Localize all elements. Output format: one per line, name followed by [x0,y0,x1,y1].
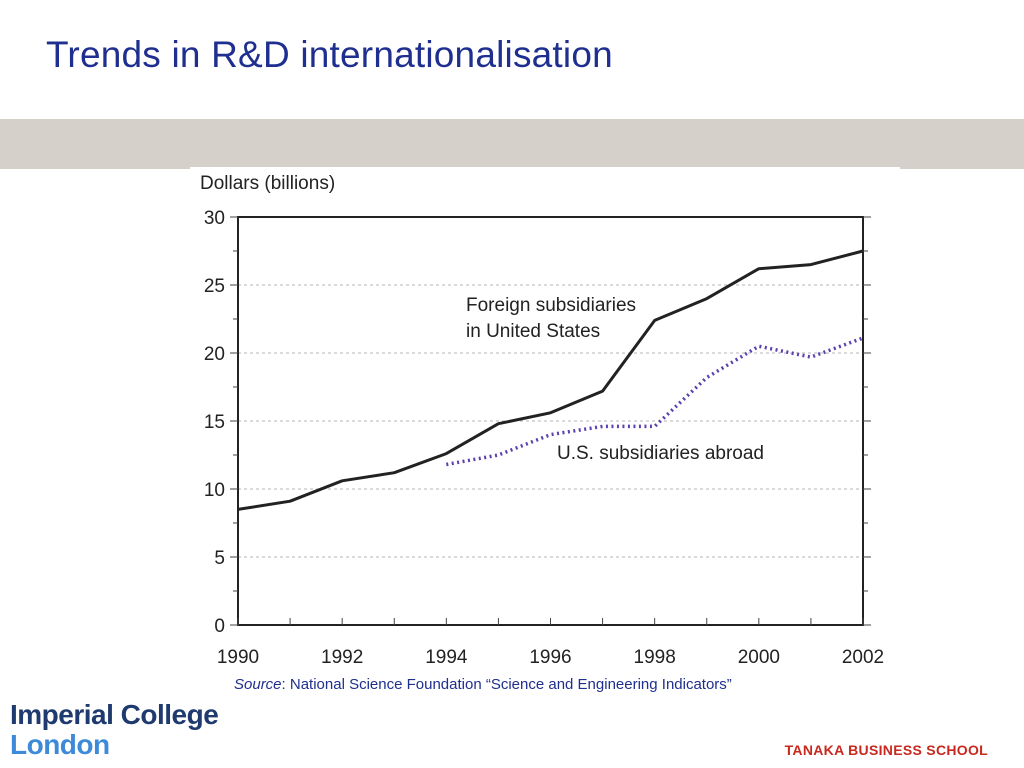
series-line-foreign-subsidiaries [237,249,864,511]
imperial-logo-line2: London [10,729,110,760]
tick-layer: 0 5 10 15 20 25 30 1990 1992 1994 1996 1998 2000 2002 [204,208,884,668]
series-label-foreign-line1: Foreign subsidiaries [466,295,636,316]
source-text: : National Science Foundation “Science a… [281,676,732,693]
source-note: Source: National Science Foundation “Sci… [234,676,732,693]
x-tick-label: 1998 [634,647,676,668]
x-tick-label: 2002 [842,647,884,668]
x-tick-label: 1990 [217,647,259,668]
x-tick-label: 1994 [425,647,468,668]
source-label: Source [234,676,282,693]
line-chart: Dollars (billions) 0 5 10 15 20 25 30 1990 1992 1… [200,173,884,668]
y-tick-label: 5 [214,548,225,569]
x-tick-label: 2000 [738,647,780,668]
series-layer [237,249,864,511]
y-axis-title: Dollars (billions) [200,173,335,194]
y-tick-label: 0 [214,616,225,637]
y-tick-label: 30 [204,208,225,229]
x-tick-label: 1992 [321,647,363,668]
series-label-us: U.S. subsidiaries abroad [557,443,764,464]
chart-container: Dollars (billions) 0 5 10 15 20 25 30 1990 1992 1… [190,167,900,677]
y-tick-label: 15 [204,412,225,433]
grid-layer [238,284,863,558]
header-band [0,119,1024,169]
imperial-logo-line1: Imperial College [10,699,219,730]
series-line-us-subsidiaries-abroad [445,336,864,467]
y-tick-label: 10 [204,480,225,501]
y-tick-label: 20 [204,344,225,365]
series-label-foreign-line2: in United States [466,321,600,342]
tanaka-business-school-logo: TANAKA BUSINESS SCHOOL [784,742,988,758]
imperial-college-logo: Imperial College London [10,699,219,760]
slide-title: Trends in R&D internationalisation [46,34,613,75]
y-tick-label: 25 [204,276,225,297]
x-tick-label: 1996 [529,647,571,668]
